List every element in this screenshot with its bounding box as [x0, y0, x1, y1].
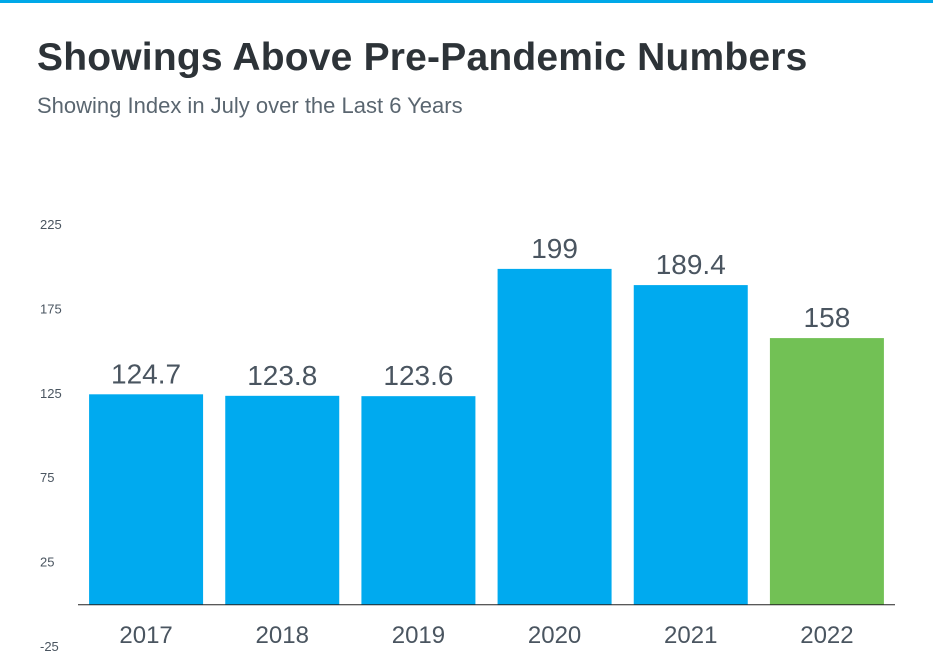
x-tick-label-2018: 2018 — [256, 622, 309, 649]
bar-2018 — [225, 395, 340, 605]
data-label-2018: 123.8 — [247, 360, 317, 391]
y-tick-label: 225 — [40, 217, 62, 232]
data-label-2021: 189.4 — [656, 249, 726, 280]
chart-subtitle: Showing Index in July over the Last 6 Ye… — [37, 93, 463, 118]
x-tick-label-2019: 2019 — [392, 622, 445, 649]
bar-2017 — [89, 394, 204, 605]
y-tick-label: 125 — [40, 386, 62, 401]
chart-title: Showings Above Pre-Pandemic Numbers — [37, 36, 808, 79]
y-tick-label: 75 — [40, 470, 54, 485]
x-tick-label-2022: 2022 — [800, 622, 853, 649]
x-tick-label-2021: 2021 — [664, 622, 717, 649]
data-label-2020: 199 — [531, 233, 578, 264]
bar-2022 — [769, 338, 884, 605]
y-tick-label: -25 — [40, 639, 59, 654]
bar-2019 — [361, 396, 476, 605]
data-label-2017: 124.7 — [111, 358, 181, 389]
top-accent-rule — [0, 0, 933, 3]
x-tick-label-2020: 2020 — [528, 622, 581, 649]
data-label-2019: 123.6 — [383, 360, 453, 391]
bar-2021 — [633, 285, 748, 605]
y-tick-label: 175 — [40, 301, 62, 316]
x-tick-label-2017: 2017 — [119, 622, 172, 649]
bar-2020 — [497, 268, 612, 605]
data-label-2022: 158 — [804, 302, 851, 333]
y-tick-label: 25 — [40, 555, 54, 570]
